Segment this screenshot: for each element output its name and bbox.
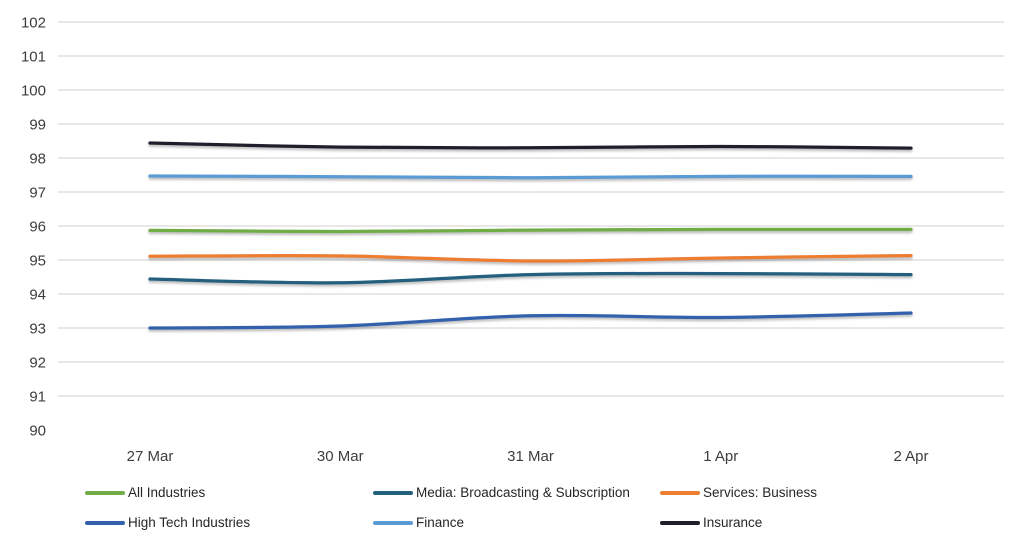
y-tick-label-96: 96: [29, 218, 46, 235]
y-tick-label-90: 90: [29, 422, 46, 439]
y-tick-label-101: 101: [21, 48, 46, 65]
y-tick-label-91: 91: [29, 388, 46, 405]
x-tick-label-27-mar: 27 Mar: [127, 448, 174, 465]
series-line-all-industries: [148, 227, 913, 234]
legend-swatch-insurance: [660, 521, 700, 525]
series-line-media-broadcasting-subscription: [148, 271, 913, 285]
y-tick-label-94: 94: [29, 286, 46, 303]
legend-swatch-services-business: [660, 491, 700, 495]
legend-item-finance: Finance: [373, 516, 464, 530]
series-line-services-business: [148, 253, 913, 263]
legend-swatch-high-tech: [85, 521, 125, 525]
legend-label-all-industries: All Industries: [128, 485, 206, 500]
legend-item-insurance: Insurance: [660, 516, 762, 530]
legend-item-services-business: Services: Business: [660, 486, 817, 500]
series-line-finance: [148, 174, 913, 180]
y-tick-label-92: 92: [29, 354, 46, 371]
series-line-high-tech-industries: [148, 311, 913, 330]
legend-item-all-industries: All Industries: [85, 486, 205, 500]
series-line-insurance: [148, 141, 913, 150]
legend-item-high-tech-industries: High Tech Industries: [85, 516, 250, 530]
y-tick-label-98: 98: [29, 150, 46, 167]
legend-label-services-business: Services: Business: [703, 485, 818, 500]
y-tick-label-97: 97: [29, 184, 46, 201]
chart-plot-area: 102 101 100 99 98 97 96 95 94 93 92 91 90 27 Mar 30 Ma…: [21, 14, 1004, 465]
y-tick-label-93: 93: [29, 320, 46, 337]
legend-swatch-finance: [373, 521, 413, 525]
legend-swatch-all-industries: [85, 491, 125, 495]
y-tick-label-95: 95: [29, 252, 46, 269]
legend-label-high-tech: High Tech Industries: [128, 515, 251, 530]
legend-label-insurance: Insurance: [703, 515, 763, 530]
legend-label-finance: Finance: [416, 515, 465, 530]
x-tick-label-1-apr: 1 Apr: [703, 448, 738, 465]
x-tick-label-2-apr: 2 Apr: [893, 448, 928, 465]
legend-label-media: Media: Broadcasting & Subscription: [416, 485, 630, 500]
y-tick-label-100: 100: [21, 82, 46, 99]
y-tick-label-102: 102: [21, 14, 46, 31]
x-tick-label-31-mar: 31 Mar: [507, 448, 554, 465]
x-tick-label-30-mar: 30 Mar: [317, 448, 364, 465]
y-tick-label-99: 99: [29, 116, 46, 133]
legend-item-media-broadcasting-subscription: Media: Broadcasting & Subscription: [373, 486, 630, 500]
legend-swatch-media: [373, 491, 413, 495]
